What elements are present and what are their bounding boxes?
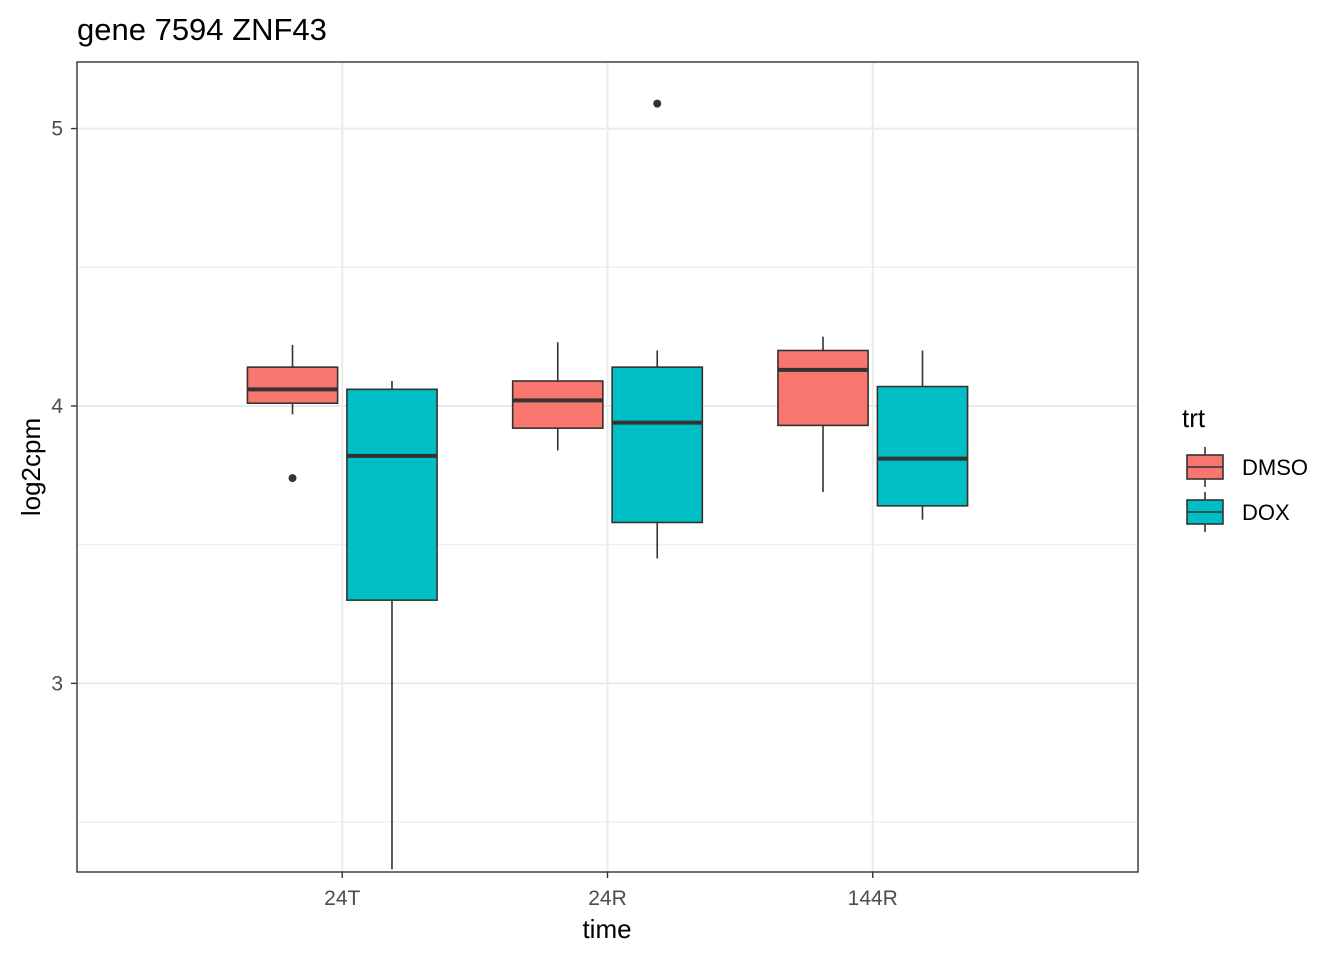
x-axis-title: time [582, 914, 631, 944]
gridlines [77, 62, 1138, 872]
x-tick-label: 144R [848, 887, 898, 910]
box-iqr [876, 385, 969, 507]
legend-label: DOX [1242, 500, 1290, 525]
box-iqr [246, 366, 339, 404]
box-iqr [611, 366, 704, 524]
box-dox-144r [876, 350, 969, 520]
legend-item-dmso: DMSO [1186, 447, 1308, 487]
box-dmso-24t [246, 344, 339, 483]
legend: trt DMSO DOX [1182, 403, 1308, 532]
box-dox-24t [346, 381, 438, 870]
chart-title: gene 7594 ZNF43 [77, 12, 327, 47]
box-dox-24r [611, 99, 704, 559]
x-tick-label: 24T [324, 887, 360, 910]
legend-title: trt [1182, 403, 1206, 433]
outlier-point [653, 99, 662, 108]
box-iqr [346, 388, 438, 601]
legend-label: DMSO [1242, 455, 1308, 480]
y-tick-label: 5 [51, 118, 63, 141]
box-dmso-24r [511, 342, 604, 451]
y-axis-title: log2cpm [16, 418, 46, 516]
box-iqr [777, 349, 869, 427]
y-tick-label: 4 [51, 395, 63, 418]
legend-item-dox: DOX [1186, 492, 1290, 532]
outlier-point [288, 474, 297, 483]
box-iqr [511, 380, 604, 429]
x-tick-label: 24R [588, 887, 627, 910]
box-dmso-144r [777, 336, 869, 492]
y-tick-label: 3 [51, 672, 63, 695]
box-marks [246, 99, 969, 870]
axes: 3 4 5 24T 24R 144R [51, 118, 898, 910]
